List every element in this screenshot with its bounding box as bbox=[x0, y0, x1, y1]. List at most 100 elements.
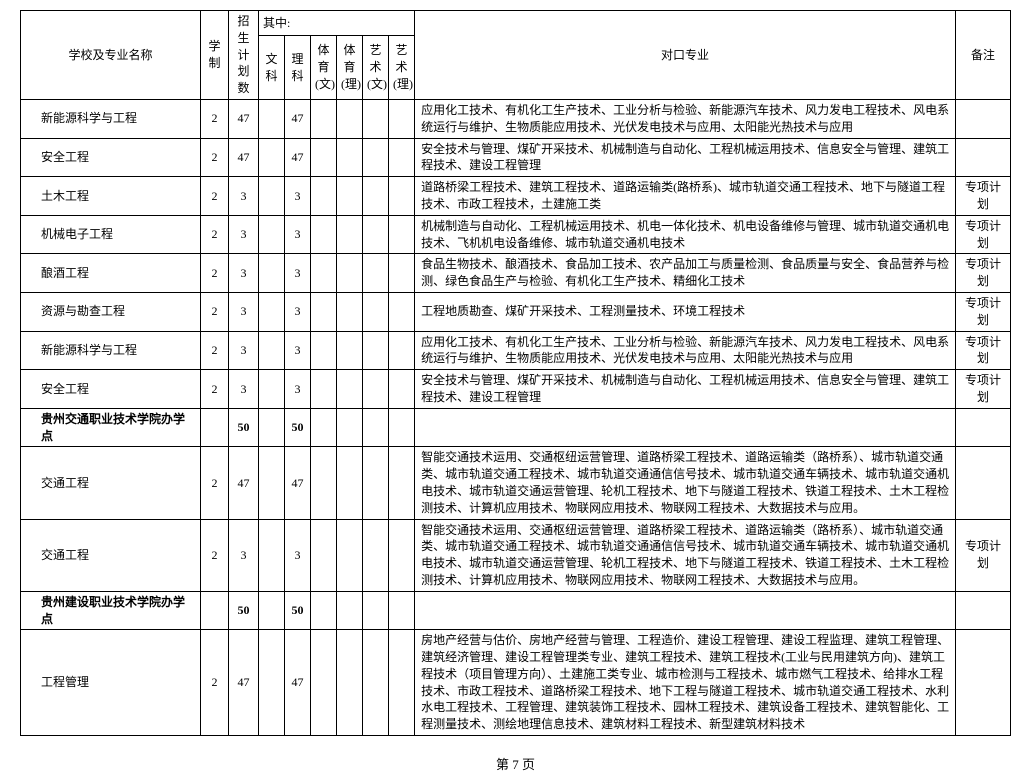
cell-name: 酿酒工程 bbox=[21, 254, 201, 293]
cell-desc: 安全技术与管理、煤矿开采技术、机械制造与自动化、工程机械运用技术、信息安全与管理… bbox=[415, 138, 956, 177]
cell-desc: 应用化工技术、有机化工生产技术、工业分析与检验、新能源汽车技术、风力发电工程技术… bbox=[415, 331, 956, 370]
cell-yl bbox=[389, 254, 415, 293]
cell-wk bbox=[259, 292, 285, 331]
cell-tl bbox=[337, 177, 363, 216]
cell-yw bbox=[363, 99, 389, 138]
table-row: 土木工程233道路桥梁工程技术、建筑工程技术、道路运输类(路桥系)、城市轨道交通… bbox=[21, 177, 1011, 216]
cell-yw bbox=[363, 591, 389, 630]
cell-desc: 机械制造与自动化、工程机械运用技术、机电一体化技术、机电设备维修与管理、城市轨道… bbox=[415, 215, 956, 254]
cell-name: 交通工程 bbox=[21, 447, 201, 519]
cell-plan: 3 bbox=[229, 177, 259, 216]
cell-remark bbox=[956, 447, 1011, 519]
cell-wk bbox=[259, 591, 285, 630]
cell-yw bbox=[363, 408, 389, 447]
cell-tl bbox=[337, 138, 363, 177]
cell-wk bbox=[259, 447, 285, 519]
cell-remark bbox=[956, 591, 1011, 630]
cell-tw bbox=[311, 331, 337, 370]
header-ysli: 艺术(理) bbox=[389, 36, 415, 100]
table-body: 新能源科学与工程24747应用化工技术、有机化工生产技术、工业分析与检验、新能源… bbox=[21, 99, 1011, 735]
cell-yl bbox=[389, 408, 415, 447]
cell-tw bbox=[311, 138, 337, 177]
header-beizhu: 备注 bbox=[956, 11, 1011, 100]
cell-xz bbox=[201, 408, 229, 447]
cell-name: 土木工程 bbox=[21, 177, 201, 216]
cell-tw bbox=[311, 519, 337, 591]
cell-xz: 2 bbox=[201, 215, 229, 254]
cell-tl bbox=[337, 331, 363, 370]
cell-name: 贵州交通职业技术学院办学点 bbox=[21, 408, 201, 447]
cell-yl bbox=[389, 447, 415, 519]
cell-lk: 3 bbox=[285, 370, 311, 409]
cell-desc: 智能交通技术运用、交通枢纽运营管理、道路桥梁工程技术、道路运输类（路桥系）、城市… bbox=[415, 519, 956, 591]
cell-desc: 道路桥梁工程技术、建筑工程技术、道路运输类(路桥系)、城市轨道交通工程技术、地下… bbox=[415, 177, 956, 216]
cell-lk: 3 bbox=[285, 519, 311, 591]
header-qizhong: 其中: bbox=[259, 11, 415, 36]
cell-yw bbox=[363, 519, 389, 591]
cell-xz: 2 bbox=[201, 138, 229, 177]
cell-xz bbox=[201, 591, 229, 630]
cell-name: 资源与勘查工程 bbox=[21, 292, 201, 331]
cell-yw bbox=[363, 215, 389, 254]
header-duikou: 对口专业 bbox=[415, 11, 956, 100]
cell-xz: 2 bbox=[201, 292, 229, 331]
table-row: 交通工程233智能交通技术运用、交通枢纽运营管理、道路桥梁工程技术、道路运输类（… bbox=[21, 519, 1011, 591]
page-footer: 第 7 页 bbox=[20, 754, 1011, 773]
cell-tl bbox=[337, 99, 363, 138]
header-name: 学校及专业名称 bbox=[21, 11, 201, 100]
cell-name: 安全工程 bbox=[21, 138, 201, 177]
cell-yl bbox=[389, 215, 415, 254]
cell-lk: 3 bbox=[285, 331, 311, 370]
cell-xz: 2 bbox=[201, 99, 229, 138]
table-row: 新能源科学与工程24747应用化工技术、有机化工生产技术、工业分析与检验、新能源… bbox=[21, 99, 1011, 138]
cell-desc bbox=[415, 408, 956, 447]
cell-plan: 3 bbox=[229, 215, 259, 254]
cell-tl bbox=[337, 215, 363, 254]
header-xuezhi: 学制 bbox=[201, 11, 229, 100]
cell-name: 贵州建设职业技术学院办学点 bbox=[21, 591, 201, 630]
table-row: 机械电子工程233机械制造与自动化、工程机械运用技术、机电一体化技术、机电设备维… bbox=[21, 215, 1011, 254]
enrollment-table: 学校及专业名称 学制 招生计划数 其中: 对口专业 备注 文科 理科 体育(文)… bbox=[20, 10, 1011, 736]
cell-desc: 食品生物技术、酿酒技术、食品加工技术、农产品加工与质量检测、食品质量与安全、食品… bbox=[415, 254, 956, 293]
table-row: 交通工程24747智能交通技术运用、交通枢纽运营管理、道路桥梁工程技术、道路运输… bbox=[21, 447, 1011, 519]
cell-tw bbox=[311, 215, 337, 254]
cell-plan: 47 bbox=[229, 447, 259, 519]
cell-yl bbox=[389, 331, 415, 370]
cell-yw bbox=[363, 331, 389, 370]
cell-remark: 专项计划 bbox=[956, 331, 1011, 370]
cell-yl bbox=[389, 99, 415, 138]
header-like: 理科 bbox=[285, 36, 311, 100]
cell-wk bbox=[259, 331, 285, 370]
table-row: 资源与勘查工程233工程地质勘查、煤矿开采技术、工程测量技术、环境工程技术专项计… bbox=[21, 292, 1011, 331]
table-row: 贵州建设职业技术学院办学点5050 bbox=[21, 591, 1011, 630]
cell-xz: 2 bbox=[201, 447, 229, 519]
cell-wk bbox=[259, 370, 285, 409]
cell-plan: 3 bbox=[229, 370, 259, 409]
cell-yl bbox=[389, 370, 415, 409]
cell-desc: 安全技术与管理、煤矿开采技术、机械制造与自动化、工程机械运用技术、信息安全与管理… bbox=[415, 370, 956, 409]
cell-tw bbox=[311, 447, 337, 519]
cell-wk bbox=[259, 177, 285, 216]
cell-yl bbox=[389, 177, 415, 216]
cell-desc bbox=[415, 591, 956, 630]
cell-desc: 应用化工技术、有机化工生产技术、工业分析与检验、新能源汽车技术、风力发电工程技术… bbox=[415, 99, 956, 138]
cell-tl bbox=[337, 519, 363, 591]
cell-wk bbox=[259, 99, 285, 138]
cell-lk: 47 bbox=[285, 138, 311, 177]
cell-yl bbox=[389, 519, 415, 591]
cell-tw bbox=[311, 177, 337, 216]
cell-yw bbox=[363, 370, 389, 409]
cell-plan: 3 bbox=[229, 519, 259, 591]
cell-tw bbox=[311, 408, 337, 447]
cell-remark bbox=[956, 138, 1011, 177]
header-tywen: 体育(文) bbox=[311, 36, 337, 100]
cell-tw bbox=[311, 292, 337, 331]
cell-xz: 2 bbox=[201, 370, 229, 409]
cell-remark bbox=[956, 99, 1011, 138]
table-header: 学校及专业名称 学制 招生计划数 其中: 对口专业 备注 文科 理科 体育(文)… bbox=[21, 11, 1011, 100]
cell-yw bbox=[363, 254, 389, 293]
table-row: 新能源科学与工程233应用化工技术、有机化工生产技术、工业分析与检验、新能源汽车… bbox=[21, 331, 1011, 370]
cell-xz: 2 bbox=[201, 177, 229, 216]
cell-tl bbox=[337, 447, 363, 519]
cell-wk bbox=[259, 519, 285, 591]
